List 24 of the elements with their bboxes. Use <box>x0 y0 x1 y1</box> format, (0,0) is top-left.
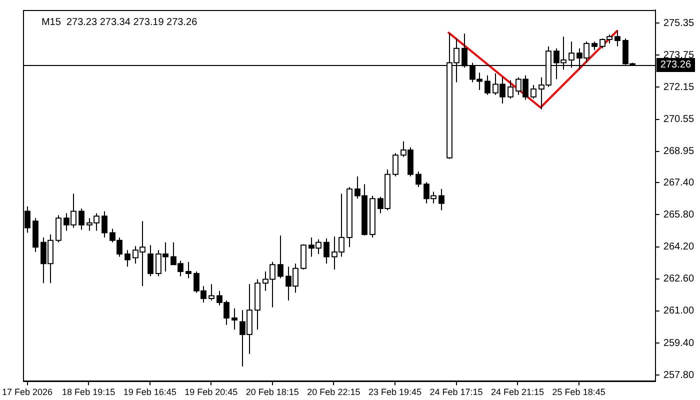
ref-line-label: 273.26 <box>660 60 692 71</box>
x-tick-label: 25 Feb 18:45 <box>552 387 606 398</box>
x-tick-label: 23 Feb 19:45 <box>368 387 422 398</box>
y-tick-label: 257.80 <box>663 370 694 381</box>
y-tick-label: 275.35 <box>663 18 694 29</box>
y-tick-label: 273.75 <box>663 50 694 61</box>
y-tick-label: 272.15 <box>663 82 694 93</box>
y-tick-label: 261.00 <box>663 306 694 317</box>
x-tick-label: 20 Feb 18:15 <box>246 387 299 398</box>
x-tick-label: 20 Feb 22:15 <box>307 387 360 398</box>
y-tick-label: 268.95 <box>663 146 694 158</box>
x-tick-label: 24 Feb 21:15 <box>491 387 544 398</box>
x-tick-label: 19 Feb 20:45 <box>184 387 238 398</box>
y-tick-label: 259.40 <box>663 338 694 349</box>
y-tick-label: 262.60 <box>663 274 694 285</box>
text: M15 273.23 273.34 273.19 273.26 <box>41 16 198 28</box>
x-tick-label: 18 Feb 19:15 <box>62 387 116 398</box>
x-tick-label: 24 Feb 17:15 <box>430 387 483 398</box>
x-tick-label: 19 Feb 16:45 <box>123 387 176 398</box>
y-tick-label: 264.20 <box>663 242 694 253</box>
y-tick-label: 267.40 <box>663 177 694 188</box>
x-tick-label: 17 Feb 2026 <box>2 387 53 398</box>
y-tick-label: 265.80 <box>663 209 694 220</box>
y-tick-label: 270.55 <box>663 114 694 126</box>
